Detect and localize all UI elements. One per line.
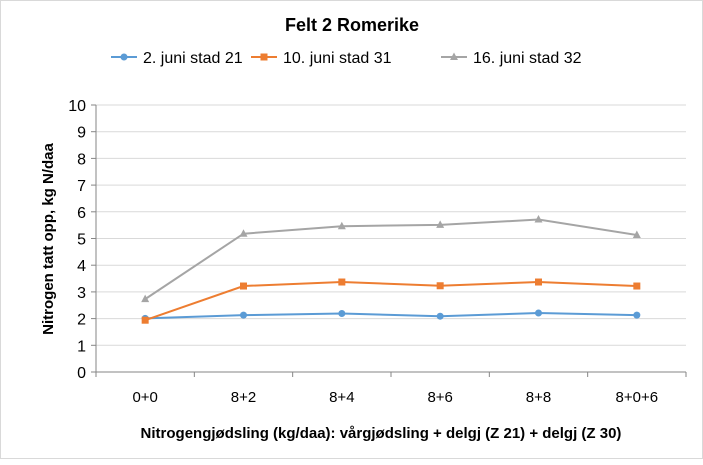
data-point: [141, 316, 149, 324]
data-point: [240, 282, 247, 290]
y-tick-label: 4: [77, 258, 86, 275]
legend-label: 16. juni stad 32: [473, 50, 582, 67]
series-line-0: [145, 311, 637, 320]
series-line-1: [144, 281, 637, 322]
data-point: [436, 312, 444, 320]
data-point: [535, 309, 542, 317]
x-axis-label: Nitrogengjødsling (kg/daa): vårgjødsling…: [141, 425, 622, 442]
data-point: [338, 310, 346, 318]
data-point: [141, 294, 150, 303]
data-point: [633, 311, 641, 319]
data-point: [436, 220, 445, 228]
series-line-2: [144, 218, 637, 300]
data-point: [240, 311, 247, 319]
y-axis-label: Nitrogen tatt opp, kg N/daa: [40, 143, 57, 335]
x-tick-label: 8+2: [231, 389, 256, 406]
data-point: [337, 221, 346, 230]
data-point: [633, 282, 641, 290]
y-tick-label: 2: [77, 312, 86, 329]
x-tick-label: 8+8: [526, 389, 551, 406]
data-point: [534, 215, 543, 223]
y-tick-label: 7: [77, 178, 86, 195]
legend-label: 10. juni stad 31: [283, 50, 392, 67]
legend-marker: [120, 53, 128, 61]
y-tick-label: 6: [77, 205, 86, 222]
chart-title: Felt 2 Romerike: [285, 15, 419, 35]
legend-marker: [260, 53, 268, 61]
data-point: [436, 282, 444, 290]
legend-label: 2. juni stad 21: [143, 50, 243, 67]
data-point: [632, 230, 641, 239]
y-tick-label: 9: [77, 125, 86, 142]
y-tick-label: 0: [77, 365, 86, 382]
x-tick-label: 8+4: [329, 389, 354, 406]
y-tick-label: 8: [77, 151, 86, 168]
x-tick-label: 8+0+6: [616, 389, 659, 406]
x-tick-label: 8+6: [427, 389, 452, 406]
y-tick-label: 1: [77, 338, 86, 355]
y-tick-label: 5: [77, 232, 86, 249]
data-point: [239, 229, 248, 237]
x-tick-label: 0+0: [132, 389, 157, 406]
data-point: [535, 278, 542, 286]
y-tick-label: 3: [77, 285, 86, 302]
data-point: [338, 278, 346, 286]
legend-marker: [450, 52, 458, 60]
y-tick-label: 10: [68, 98, 86, 115]
